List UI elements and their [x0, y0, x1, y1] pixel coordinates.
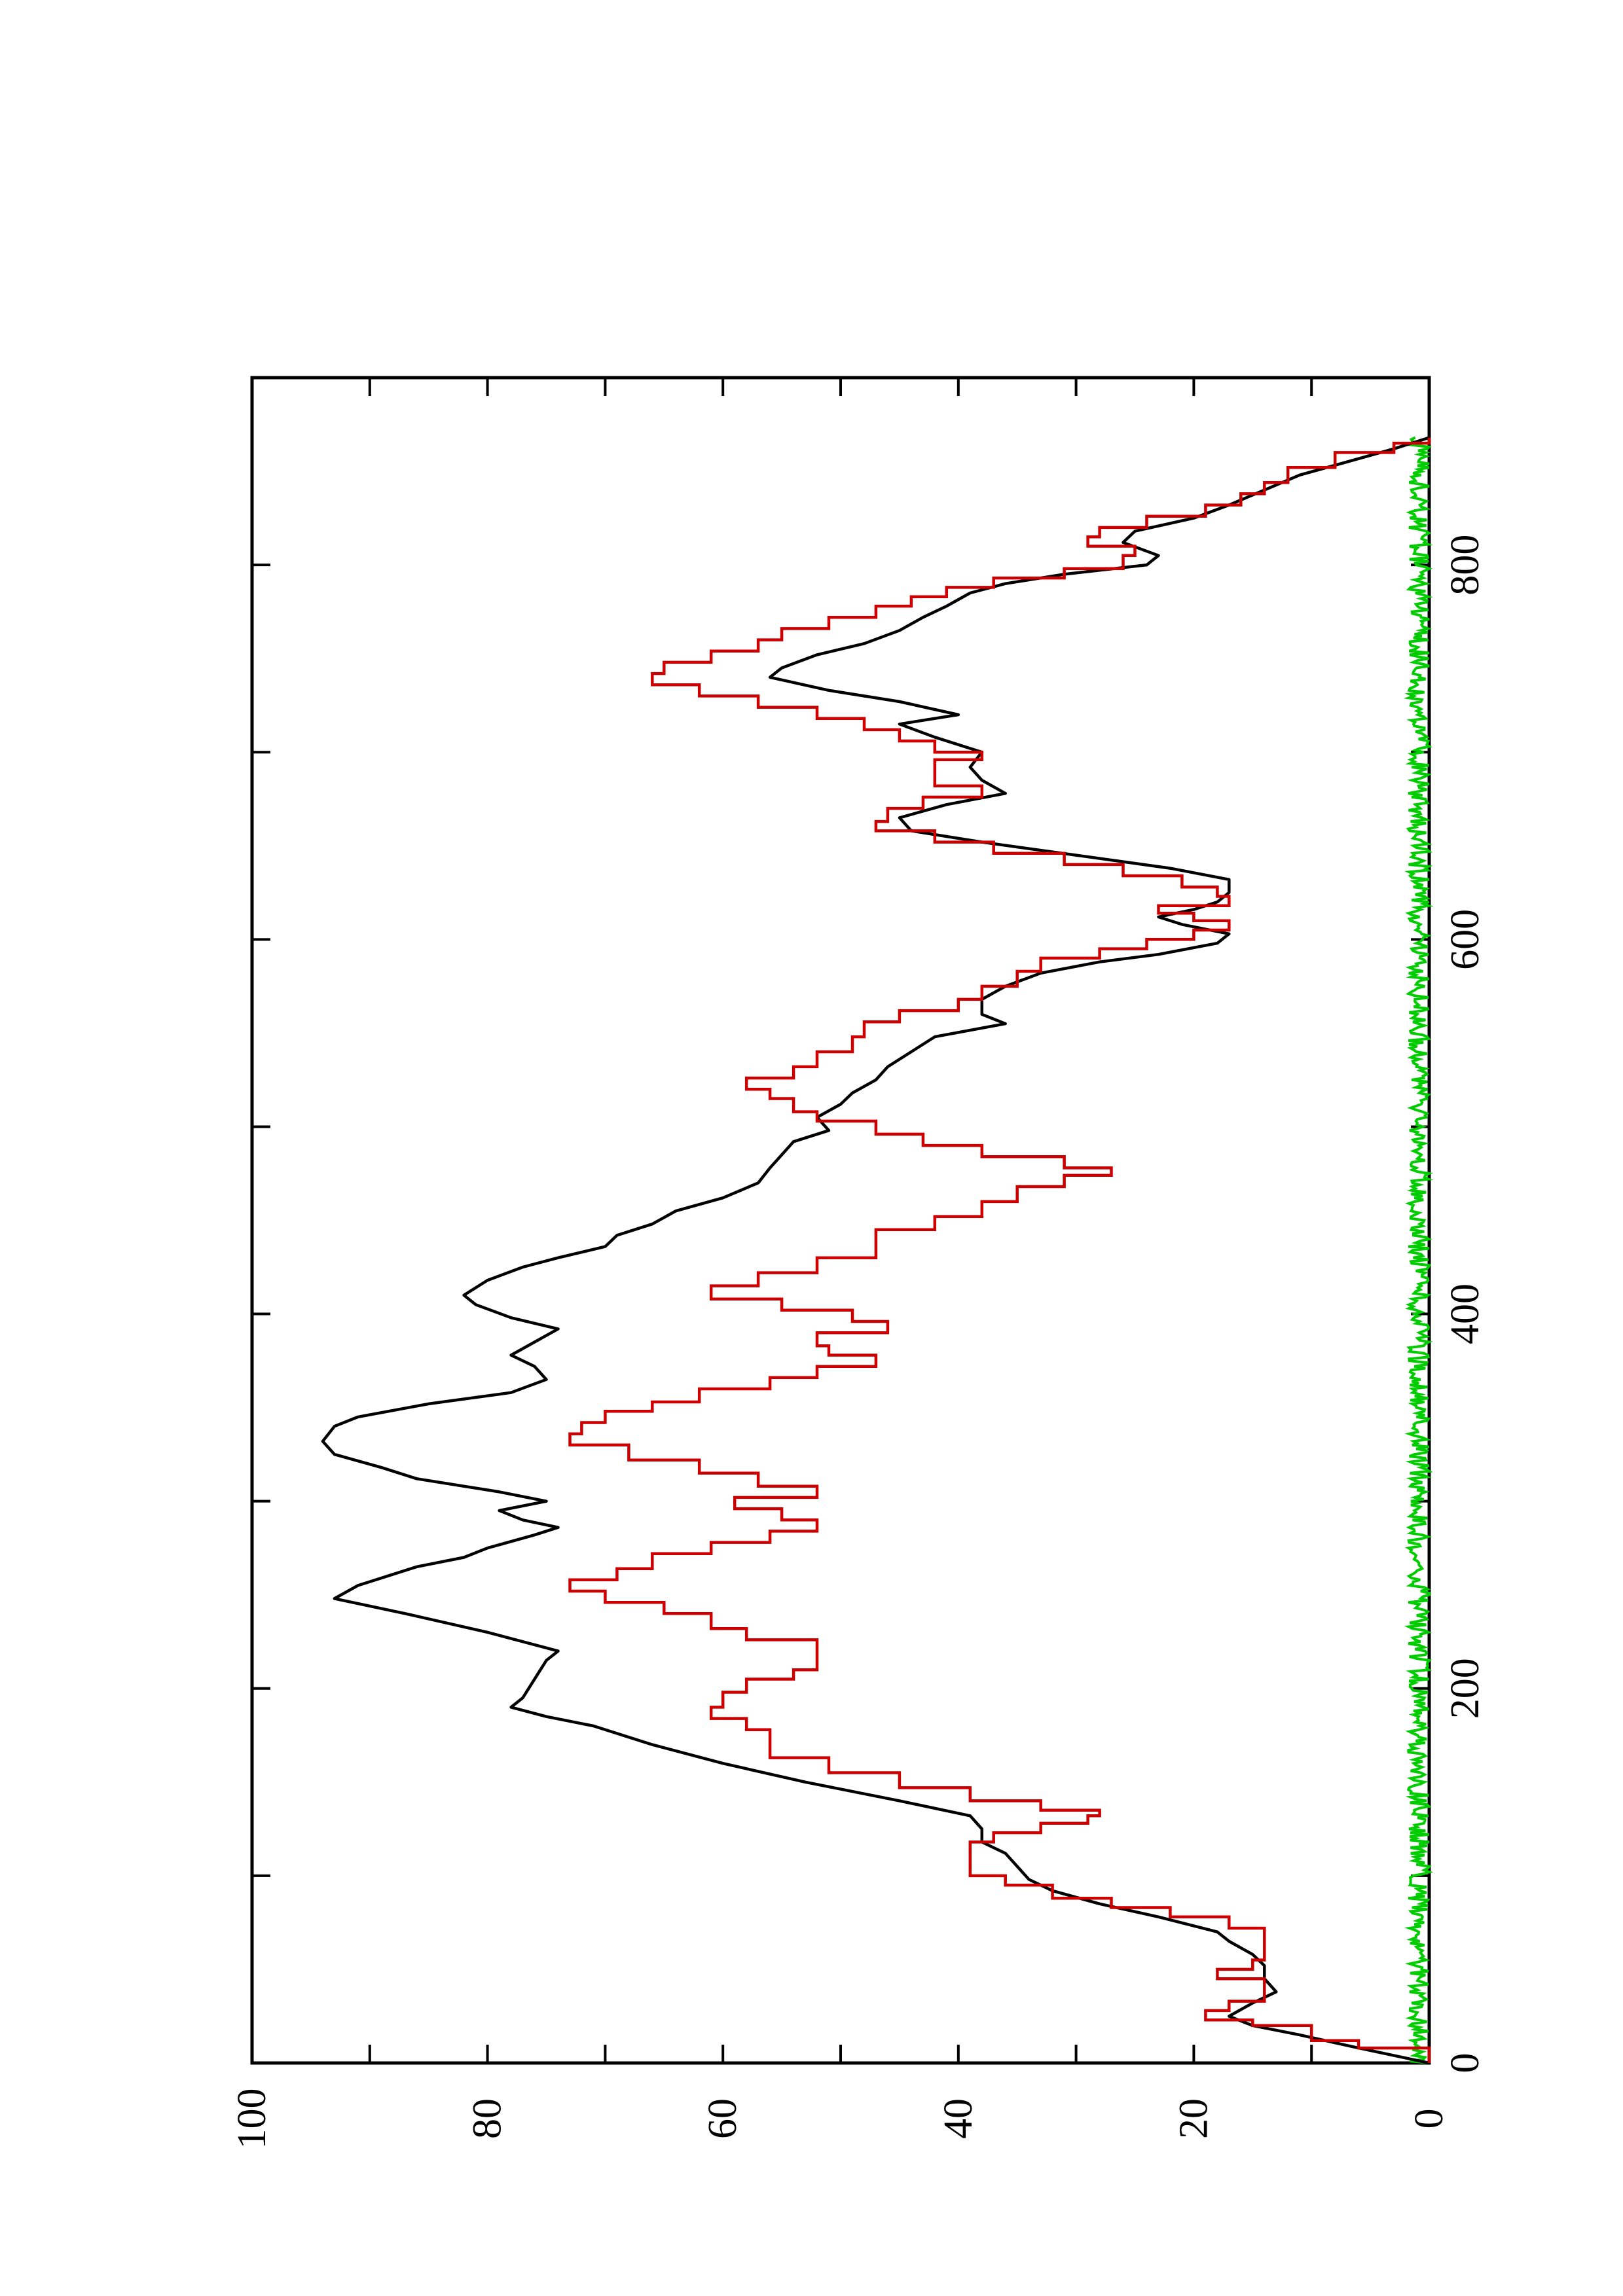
series-red-line — [568, 437, 1431, 2063]
x-tick-label: 800 — [1443, 535, 1487, 596]
axis-ticks — [251, 378, 1431, 2064]
x-tick-label: 400 — [1443, 1283, 1487, 1344]
data-series — [321, 436, 1434, 2065]
x-tick-label: 600 — [1443, 909, 1487, 970]
series-black-line — [321, 436, 1430, 2065]
y-tick-label: 40 — [936, 2098, 981, 2139]
y-tick-label: 100 — [230, 2089, 274, 2149]
y-tick-label: 60 — [701, 2098, 745, 2139]
axis-tick-labels: 0 200 400 600 800 0 20 40 60 80 100 — [230, 535, 1487, 2149]
y-tick-label: 80 — [465, 2098, 510, 2139]
series-green-line — [1404, 436, 1434, 2064]
x-tick-label: 200 — [1443, 1658, 1487, 1719]
y-tick-label: 0 — [1407, 2109, 1451, 2129]
y-tick-label: 20 — [1171, 2098, 1216, 2139]
x-tick-label: 0 — [1443, 2053, 1487, 2073]
